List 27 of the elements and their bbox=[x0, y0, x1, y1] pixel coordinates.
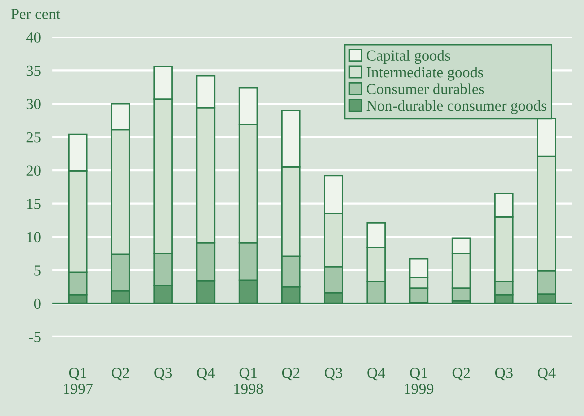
y-tick-label: 15 bbox=[28, 199, 41, 210]
x-tick-label: Q1 1999 bbox=[405, 368, 434, 394]
legend-label: Non-durable consumer goods bbox=[366, 100, 547, 114]
x-tick-label: Q3 bbox=[325, 368, 342, 381]
x-tick-label: Q4 bbox=[368, 368, 386, 381]
y-tick-label: 10 bbox=[28, 232, 41, 243]
y-tick-label: 0 bbox=[34, 298, 41, 310]
x-tick-label: Q2 bbox=[282, 368, 300, 381]
y-tick-label: 30 bbox=[26, 99, 41, 110]
x-tick-label: Q4 bbox=[197, 368, 216, 381]
y-tick-label: 5 bbox=[34, 266, 41, 276]
y-tick-label: 20 bbox=[26, 166, 41, 176]
x-tick-label: Q1 1998 bbox=[234, 368, 264, 394]
legend-label: Capital goods bbox=[366, 50, 450, 64]
y-tick-label: 40 bbox=[26, 32, 41, 43]
y-axis-title: Per cent bbox=[11, 9, 61, 20]
legend-label: Consumer durables bbox=[366, 84, 484, 94]
x-tick-label: Q4 bbox=[538, 368, 556, 381]
y-tick-label: 35 bbox=[26, 66, 41, 76]
x-tick-label: Q3 bbox=[154, 368, 172, 381]
x-tick-label: Q2 bbox=[452, 368, 470, 381]
x-tick-label: Q2 bbox=[112, 368, 130, 381]
y-tick-label: 25 bbox=[26, 132, 41, 143]
legend-label: Intermediate goods bbox=[366, 66, 484, 81]
x-tick-label: Q1 1997 bbox=[64, 368, 93, 394]
y-tick-label: -5 bbox=[29, 332, 41, 342]
x-tick-label: Q3 bbox=[495, 368, 513, 381]
